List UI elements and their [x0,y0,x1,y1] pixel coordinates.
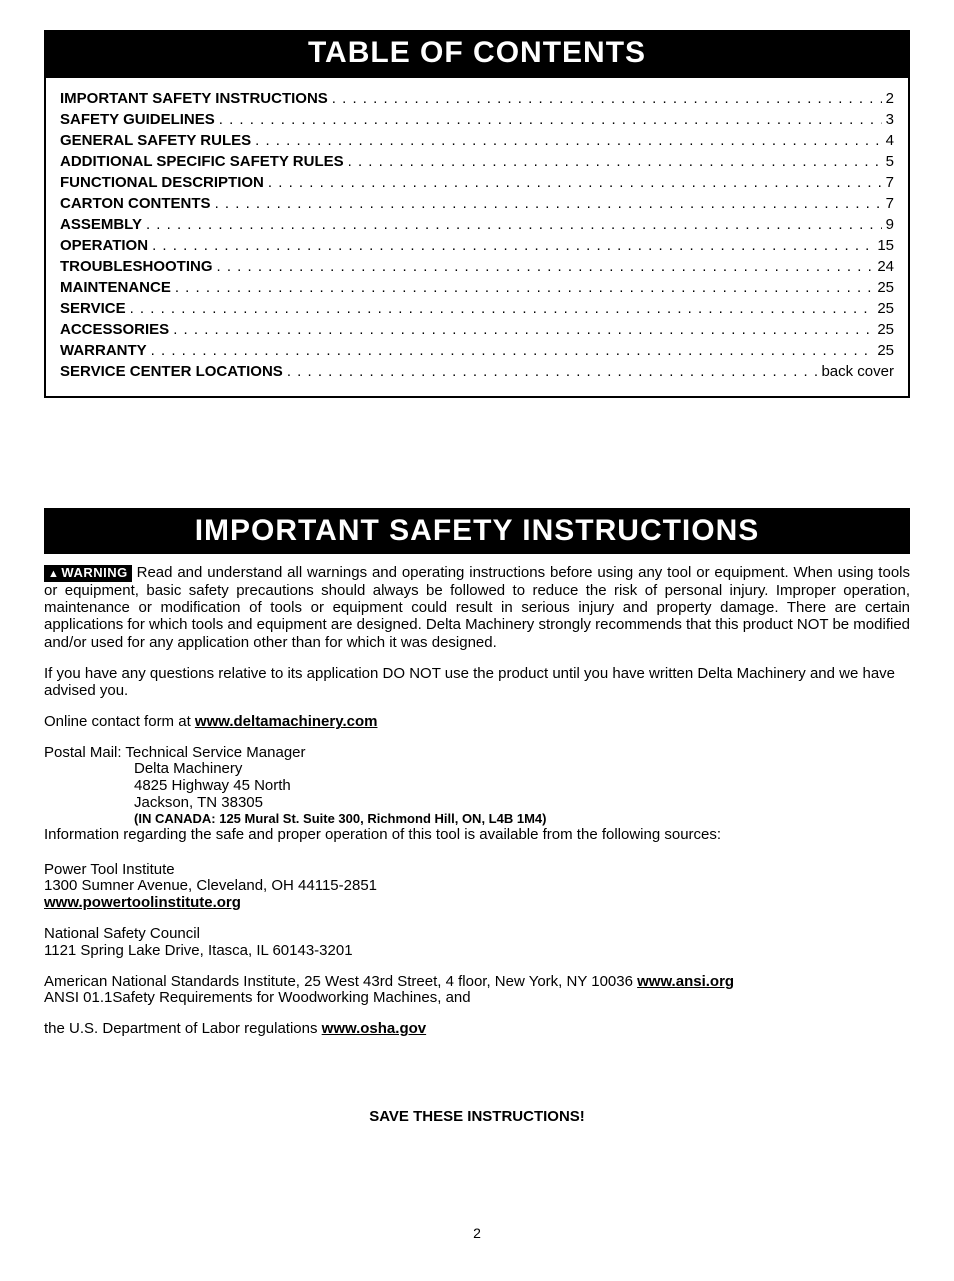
online-contact-line: Online contact form at www.deltamachiner… [44,713,910,730]
safety-header: IMPORTANT SAFETY INSTRUCTIONS [44,508,910,554]
toc-header: TABLE OF CONTENTS [44,30,910,76]
postal-line-3: Jackson, TN 38305 [44,795,910,812]
toc-dots [175,277,873,298]
toc-page: 9 [886,214,894,235]
toc-dots [151,340,874,361]
toc-dots [268,172,882,193]
toc-row: CARTON CONTENTS 7 [60,193,894,214]
toc-dots [348,151,882,172]
toc-dots [152,235,873,256]
postal-line-1: Delta Machinery [44,761,910,778]
warning-text: Read and understand all warnings and ope… [44,564,910,651]
toc-dots [332,88,882,109]
canada-line: (IN CANADA: 125 Mural St. Suite 300, Ric… [44,812,910,827]
info-sources-line: Information regarding the safe and prope… [44,826,910,843]
toc-label: FUNCTIONAL DESCRIPTION [60,172,264,193]
save-instructions: SAVE THESE INSTRUCTIONS! [44,1108,910,1125]
toc-page: 4 [886,130,894,151]
toc-label: MAINTENANCE [60,277,171,298]
toc-row: GENERAL SAFETY RULES 4 [60,130,894,151]
postal-line-2: 4825 Highway 45 North [44,778,910,795]
pti-address: 1300 Sumner Avenue, Cleveland, OH 44115-… [44,878,910,895]
toc-page: 25 [877,277,894,298]
questions-paragraph: If you have any questions relative to it… [44,665,910,700]
pti-block: Power Tool Institute 1300 Sumner Avenue,… [44,862,910,912]
toc-page: 24 [877,256,894,277]
toc-label: SERVICE CENTER LOCATIONS [60,361,283,382]
toc-page: 25 [877,298,894,319]
nsc-block: National Safety Council 1121 Spring Lake… [44,926,910,960]
toc-page: 7 [886,193,894,214]
postal-lead: Postal Mail: Technical Service Manager [44,745,910,762]
osha-link[interactable]: www.osha.gov [322,1020,426,1037]
nsc-address: 1121 Spring Lake Drive, Itasca, IL 60143… [44,943,910,960]
spacer [44,398,910,508]
ansi-link[interactable]: www.ansi.org [637,973,734,990]
warning-badge: ▲WARNING [44,565,132,582]
warning-triangle-icon: ▲ [48,568,59,581]
toc-row: IMPORTANT SAFETY INSTRUCTIONS 2 [60,88,894,109]
toc-dots [173,319,873,340]
toc-page: 25 [877,340,894,361]
ansi-prefix: American National Standards Institute, 2… [44,973,637,990]
delta-link[interactable]: www.deltamachinery.com [195,713,378,730]
toc-page: 3 [886,109,894,130]
toc-label: CARTON CONTENTS [60,193,211,214]
ansi-block: American National Standards Institute, 2… [44,974,910,1008]
toc-label: GENERAL SAFETY RULES [60,130,251,151]
toc-page: 5 [886,151,894,172]
warning-paragraph: ▲WARNING Read and understand all warning… [44,564,910,651]
toc-row: OPERATION 15 [60,235,894,256]
toc-row: ACCESSORIES 25 [60,319,894,340]
toc-label: SAFETY GUIDELINES [60,109,215,130]
online-prefix: Online contact form at [44,713,195,730]
page-number: 2 [44,1225,910,1241]
toc-page: 25 [877,319,894,340]
toc-row: ASSEMBLY 9 [60,214,894,235]
osha-block: the U.S. Department of Labor regulations… [44,1021,910,1038]
osha-prefix: the U.S. Department of Labor regulations [44,1020,322,1037]
toc-label: ASSEMBLY [60,214,142,235]
toc-row: SERVICE 25 [60,298,894,319]
toc-page: back cover [821,361,894,382]
warning-badge-text: WARNING [61,565,127,580]
toc-label: SERVICE [60,298,126,319]
toc-page: 7 [886,172,894,193]
toc-label: WARRANTY [60,340,147,361]
toc-label: ADDITIONAL SPECIFIC SAFETY RULES [60,151,344,172]
toc-row: TROUBLESHOOTING 24 [60,256,894,277]
ansi-line-1: American National Standards Institute, 2… [44,974,910,991]
toc-row: MAINTENANCE 25 [60,277,894,298]
ansi-line-2: ANSI 01.1Safety Requirements for Woodwor… [44,990,910,1007]
toc-label: IMPORTANT SAFETY INSTRUCTIONS [60,88,328,109]
toc-row: WARRANTY 25 [60,340,894,361]
toc-row: SAFETY GUIDELINES 3 [60,109,894,130]
toc-row: ADDITIONAL SPECIFIC SAFETY RULES 5 [60,151,894,172]
toc-box: IMPORTANT SAFETY INSTRUCTIONS2SAFETY GUI… [44,76,910,398]
pti-name: Power Tool Institute [44,862,910,879]
toc-dots [287,361,818,382]
toc-dots [219,109,882,130]
toc-label: OPERATION [60,235,148,256]
toc-page: 15 [877,235,894,256]
toc-dots [255,130,882,151]
toc-row: FUNCTIONAL DESCRIPTION 7 [60,172,894,193]
toc-page: 2 [886,88,894,109]
pti-link[interactable]: www.powertoolinstitute.org [44,894,241,911]
toc-dots [130,298,874,319]
toc-dots [217,256,874,277]
postal-block: Postal Mail: Technical Service Manager D… [44,745,910,827]
toc-dots [146,214,882,235]
nsc-name: National Safety Council [44,926,910,943]
toc-label: ACCESSORIES [60,319,169,340]
toc-dots [215,193,882,214]
toc-label: TROUBLESHOOTING [60,256,213,277]
toc-row: SERVICE CENTER LOCATIONS back cover [60,361,894,382]
